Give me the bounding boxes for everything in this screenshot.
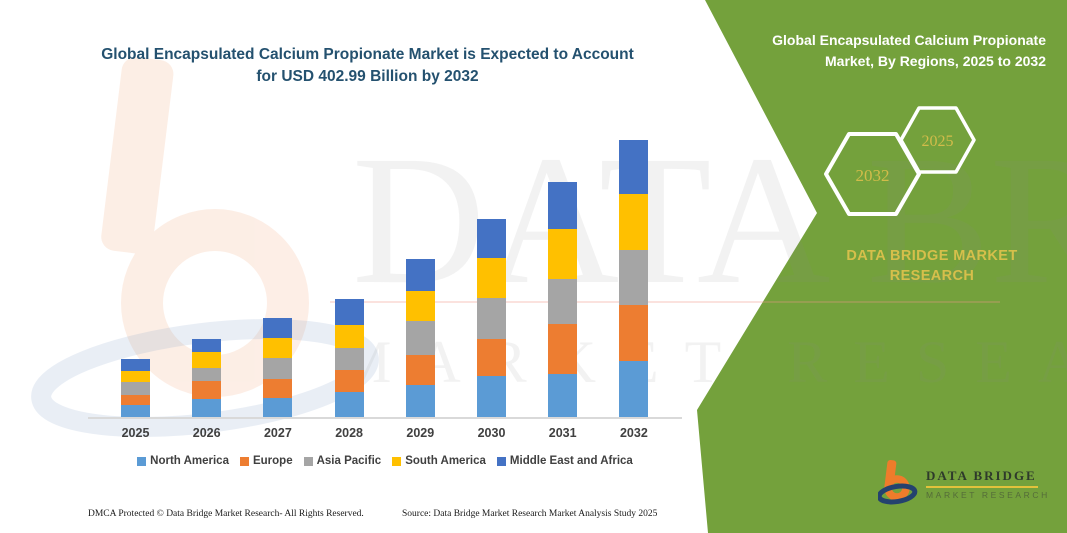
bar-segment-middle-east-and-africa-2031: [548, 182, 578, 229]
bar-segment-asia-pacific-2032: [619, 249, 649, 305]
chart-title: Global Encapsulated Calcium Propionate M…: [101, 46, 634, 85]
stacked-bar-2032: [619, 139, 649, 417]
stacked-bar-2027: [263, 318, 293, 417]
legend-label-middle-east-and-africa: Middle East and Africa: [509, 455, 633, 467]
logo-sub: MARKET RESEARCH: [926, 489, 1050, 500]
hexagon-2025: 2025: [899, 106, 976, 174]
bar-segment-europe-2031: [548, 323, 578, 374]
x-axis-label-2028: 2028: [335, 426, 363, 440]
legend-item-south-america: South America: [392, 455, 486, 467]
bar-segment-europe-2025: [121, 394, 150, 406]
legend-item-europe: Europe: [239, 455, 293, 467]
bar-segment-asia-pacific-2025: [121, 382, 150, 395]
legend-label-asia-pacific: Asia Pacific: [316, 455, 382, 467]
bar-segment-asia-pacific-2030: [477, 297, 506, 339]
bar-segment-europe-2029: [405, 354, 435, 385]
chart-legend: North America Europe Asia Pacific South Ame…: [90, 455, 680, 467]
bar-segment-south-america-2032: [619, 194, 649, 250]
bar-segment-south-america-2026: [192, 351, 222, 369]
x-axis-label-2025: 2025: [121, 426, 150, 440]
footer-source: Source: Data Bridge Market Research Mark…: [402, 509, 658, 519]
watermark-text-line2: MARKET RESEARCH: [338, 329, 1067, 395]
bar-segment-asia-pacific-2028: [334, 347, 364, 370]
stacked-bar-2026: [192, 339, 222, 417]
footer-dmca: DMCA Protected © Data Bridge Market Rese…: [88, 509, 364, 519]
green-panel-shape: [697, 0, 1067, 533]
bar-segment-middle-east-and-africa-2029: [405, 258, 435, 292]
bar-segment-south-america-2025: [121, 370, 150, 383]
green-panel-title: Global Encapsulated Calcium Propionate M…: [772, 32, 1046, 69]
bar-segment-north-america-2031: [548, 373, 578, 417]
bar-segment-north-america-2032: [619, 360, 649, 417]
bar-segment-middle-east-and-africa-2032: [619, 139, 649, 195]
bar-segment-south-america-2031: [548, 228, 578, 279]
bar-segment-north-america-2028: [334, 392, 364, 417]
bar-segment-middle-east-and-africa-2028: [334, 298, 364, 325]
logo-underline: [926, 486, 1038, 488]
stacked-bar-2025: [121, 358, 150, 417]
bar-segment-europe-2028: [334, 369, 364, 393]
legend-swatch-north-america: [137, 456, 147, 466]
bar-segment-north-america-2026: [192, 399, 222, 417]
bar-segment-south-america-2028: [334, 324, 364, 348]
x-axis-label-2031: 2031: [548, 426, 577, 440]
x-axis-label-2026: 2026: [192, 426, 221, 440]
bar-segment-south-america-2030: [477, 257, 506, 298]
watermark-underline: [330, 301, 1000, 303]
x-axis-label-2027: 2027: [263, 426, 292, 440]
stacked-bar-2029: [405, 258, 435, 417]
bar-segment-north-america-2027: [263, 398, 293, 417]
x-axis-label-2029: 2029: [406, 426, 435, 440]
bar-segment-middle-east-and-africa-2026: [192, 339, 222, 352]
bar-segment-north-america-2030: [477, 376, 506, 417]
stacked-bar-2031: [548, 182, 578, 417]
legend-label-north-america: North America: [150, 455, 229, 467]
x-axis-label-2030: 2030: [477, 426, 506, 440]
bar-segment-south-america-2029: [405, 291, 435, 322]
legend-swatch-asia-pacific: [303, 456, 313, 466]
legend-item-middle-east-and-africa: Middle East and Africa: [496, 455, 633, 467]
hexagon-2025-label: 2025: [922, 133, 954, 150]
legend-item-north-america: North America: [137, 455, 229, 467]
bar-segment-middle-east-and-africa-2030: [477, 219, 506, 258]
legend-swatch-south-america: [392, 456, 402, 466]
watermark-text-line1: DATA BRIDGE: [352, 118, 1067, 323]
logo-b-icon: [878, 459, 918, 505]
hexagon-2032: 2032: [824, 132, 921, 216]
bar-segment-middle-east-and-africa-2027: [263, 318, 293, 339]
legend-item-asia-pacific: Asia Pacific: [303, 455, 382, 467]
bar-segment-middle-east-and-africa-2025: [121, 358, 150, 371]
bar-segment-europe-2026: [192, 381, 222, 400]
bar-segment-europe-2030: [477, 338, 506, 377]
bar-segment-north-america-2029: [405, 384, 435, 417]
brand-caption: DATA BRIDGE MARKET RESEARCH: [846, 248, 1018, 284]
logo-name: DATA BRIDGE: [926, 468, 1037, 483]
legend-swatch-europe: [239, 456, 249, 466]
bar-segment-europe-2032: [619, 304, 649, 361]
stacked-bar-2028: [334, 298, 364, 417]
legend-label-europe: Europe: [252, 455, 293, 467]
stacked-bar-2030: [477, 219, 506, 417]
company-logo: DATA BRIDGE MARKET RESEARCH: [878, 458, 1053, 508]
bar-segment-north-america-2025: [121, 405, 150, 417]
legend-swatch-middle-east-and-africa: [496, 456, 506, 466]
hexagon-2032-label: 2032: [856, 166, 890, 185]
legend-label-south-america: South America: [405, 455, 486, 467]
bar-segment-south-america-2027: [263, 338, 293, 358]
bar-segment-asia-pacific-2027: [263, 357, 293, 380]
bar-segment-asia-pacific-2029: [405, 321, 435, 355]
bar-segment-europe-2027: [263, 379, 293, 399]
x-axis-line: [88, 417, 682, 419]
bar-segment-asia-pacific-2026: [192, 368, 222, 381]
watermark-logo-swoosh: [31, 319, 379, 437]
bar-segment-asia-pacific-2031: [548, 278, 578, 324]
x-axis-label-2032: 2032: [619, 426, 648, 440]
